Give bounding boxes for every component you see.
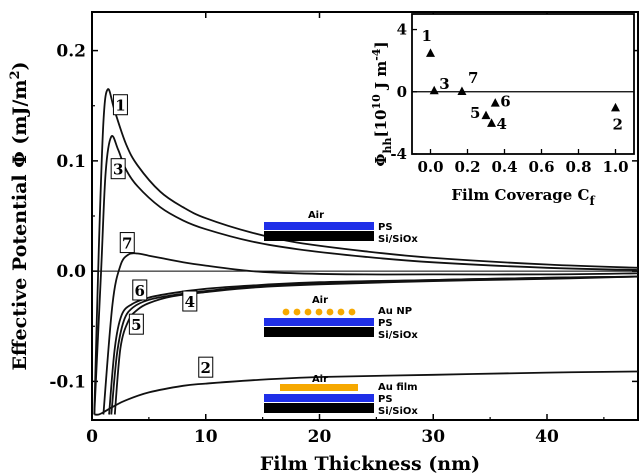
curve-label-box — [198, 356, 214, 378]
series-line-3 — [93, 134, 639, 415]
inset-x-axis-label: Film Coverage Cf — [451, 186, 595, 208]
y-tick-label: 0.1 — [56, 152, 86, 172]
curve-label-4: 4 — [185, 293, 195, 311]
curve-label-2: 2 — [201, 359, 211, 377]
x-tick-label: 30 — [421, 427, 445, 447]
main-axes: 0 10 20 30 40-0.10.00.10.2 — [49, 12, 638, 447]
curve-label-6: 6 — [135, 282, 145, 300]
gold-nanoparticle — [304, 308, 312, 316]
air-label: Air — [312, 295, 328, 306]
inset-point-label: 4 — [497, 115, 507, 133]
inset-point-4 — [487, 118, 497, 127]
gold-nanoparticle — [348, 308, 356, 316]
inset-axes: 0.0 0.2 0.4 0.6 0.8 1.0 -4 0 4 — [390, 21, 634, 176]
y-tick-label: 0.0 — [56, 262, 86, 282]
gold-nanoparticle — [282, 308, 290, 316]
inset-point-3 — [429, 85, 439, 95]
substrate-layer — [264, 403, 374, 413]
inset-point-label: 6 — [500, 93, 510, 111]
curve-label-1: 1 — [115, 97, 125, 115]
ps-label: PS — [378, 318, 393, 329]
inset-plot-frame — [411, 13, 635, 155]
gold-nanoparticle — [337, 308, 345, 316]
air-label: Air — [308, 210, 324, 221]
inset-point-label: 2 — [613, 115, 623, 133]
inset-x-tick-label: 1.0 — [602, 158, 628, 176]
inset-x-tick-label: 0.0 — [417, 158, 443, 176]
y-tick-label: 0.2 — [56, 42, 86, 62]
inset-point-7 — [457, 86, 467, 95]
inset-point-label: 1 — [422, 27, 432, 45]
inset-point-5 — [481, 110, 491, 120]
curve-label-box — [112, 94, 128, 116]
x-tick-label: 40 — [535, 427, 559, 447]
inset-y-tick-label: 4 — [397, 21, 407, 39]
curve-label-5: 5 — [131, 316, 141, 334]
inset-point-label: 5 — [470, 104, 480, 122]
series-line-4 — [113, 275, 639, 415]
series-line-2 — [94, 370, 639, 416]
main-curves — [93, 88, 639, 416]
inset-point-1 — [426, 48, 435, 57]
series-line-5 — [110, 275, 639, 415]
inset-point-label: 3 — [439, 75, 449, 93]
series-line-7 — [102, 252, 639, 415]
substrate-label: Si/SiOx — [378, 406, 418, 417]
substrate-label: Si/SiOx — [378, 234, 418, 245]
y-tick-label: -0.1 — [49, 372, 86, 392]
gold-film — [280, 384, 358, 391]
inset-x-tick-label: 0.8 — [565, 158, 591, 176]
x-axis-label: Film Thickness (nm) — [260, 453, 480, 474]
polymer-layer — [264, 222, 374, 230]
curve-label-3: 3 — [113, 161, 123, 179]
inset-point-6 — [490, 98, 500, 107]
schematic-bare-film: Air PS Si/SiOx — [264, 210, 418, 245]
inset-point-2 — [611, 102, 620, 112]
x-tick-label: 10 — [194, 427, 218, 447]
curve-label-box — [110, 158, 126, 180]
curve-label-7: 7 — [122, 235, 132, 253]
air-label: Air — [312, 374, 328, 385]
inset-x-tick-label: 0.6 — [528, 158, 554, 176]
curve-label-box — [128, 313, 144, 335]
x-tick-label: 0 — [86, 427, 98, 447]
inset-points: 1 3 7 6 54 2 — [422, 27, 623, 133]
series-line-1 — [93, 88, 639, 415]
schematic-au-film: Air Au film PS Si/SiOx — [264, 374, 418, 417]
gold-nanoparticle — [326, 308, 334, 316]
polymer-layer — [264, 318, 374, 326]
inset-y-tick-label: 0 — [397, 83, 407, 101]
substrate-layer — [264, 327, 374, 337]
y-axis-label: Effective Potential Φ (mJ/m2) — [8, 61, 31, 370]
au-film-label: Au film — [378, 382, 418, 393]
gold-nanoparticle — [293, 308, 301, 316]
inset-x-tick-label: 0.2 — [454, 158, 480, 176]
schematic-au-np: Air Au NP PS Si/SiOx — [264, 295, 418, 341]
inset-x-tick-label: 0.4 — [491, 158, 517, 176]
inset-y-axis-label: Φhh[1010 J m-4] — [370, 41, 394, 166]
au-np-label: Au NP — [378, 306, 412, 317]
substrate-layer — [264, 231, 374, 241]
gold-nanoparticle — [315, 308, 323, 316]
x-tick-label: 20 — [308, 427, 332, 447]
inset-y-tick-label: -4 — [390, 145, 407, 163]
ps-label: PS — [378, 222, 393, 233]
curve-label-box — [182, 290, 198, 312]
gold-nanoparticles — [282, 308, 356, 316]
polymer-layer — [264, 394, 374, 402]
curve-label-box — [132, 279, 148, 301]
ps-label: PS — [378, 394, 393, 405]
substrate-label: Si/SiOx — [378, 330, 418, 341]
inset-point-label: 7 — [468, 69, 478, 87]
curve-labels: 1 3 7 6 5 4 2 — [110, 94, 214, 378]
curve-label-box — [119, 232, 135, 254]
